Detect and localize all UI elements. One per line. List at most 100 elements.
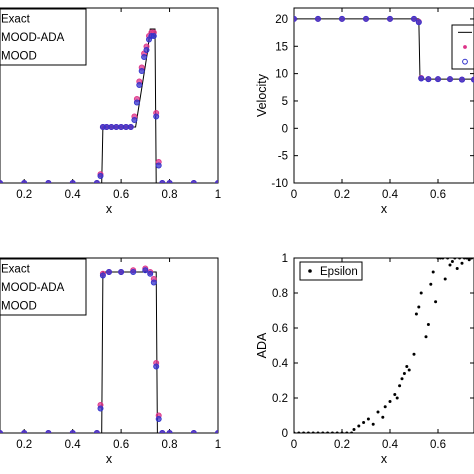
data-point (350, 431, 354, 433)
legend-box (299, 261, 363, 281)
data-point (306, 431, 310, 433)
data-point (410, 15, 417, 22)
data-point (99, 272, 106, 279)
data-point (405, 365, 409, 368)
data-point (425, 76, 432, 83)
data-point (131, 117, 138, 124)
data-point (45, 430, 52, 433)
data-point (69, 430, 76, 433)
data-point (371, 422, 375, 426)
data-point (400, 377, 404, 381)
data-point (398, 384, 402, 388)
plot-area (294, 15, 474, 83)
x-tick-label: 0.2 (16, 439, 32, 451)
data-point (147, 270, 154, 277)
y-tick-label: 5 (282, 96, 288, 108)
data-point (106, 268, 113, 275)
legend-label: MOOD (1, 51, 37, 63)
legend-label: MOOD-ADA (1, 282, 65, 294)
data-point (97, 172, 104, 179)
data-point (294, 15, 297, 22)
data-point (127, 124, 134, 131)
legend: Exact MOOD-ADA MOOD (0, 258, 87, 316)
data-point (0, 430, 3, 433)
data-point (426, 323, 430, 326)
legend-symbol (308, 269, 312, 273)
series-markers-epsilon (294, 258, 474, 433)
data-point (450, 260, 454, 263)
data-point (155, 415, 162, 422)
data-point (294, 431, 296, 433)
data-point (321, 431, 325, 433)
y-tick-label: 0.6 (272, 323, 288, 335)
chart-panel-1: 0.2 0.4 0.6 0.8 1 x Exact MOOD-ADA MOOD (0, 7, 221, 216)
plot-area (0, 28, 218, 183)
y-tick-label: 0.4 (272, 358, 289, 370)
data-point (297, 431, 301, 433)
data-point (136, 82, 143, 89)
data-point (441, 258, 445, 260)
data-point (455, 267, 459, 270)
data-point (133, 99, 140, 106)
data-point (381, 415, 385, 419)
x-tick-label: 0.4 (382, 439, 399, 451)
data-point (69, 180, 76, 183)
legend-box (451, 24, 474, 70)
data-point (326, 431, 330, 433)
data-point (418, 75, 425, 82)
data-point (159, 430, 166, 433)
data-point (460, 261, 464, 265)
data-point (118, 124, 125, 131)
y-tick-label: 10 (275, 69, 288, 81)
y-axis-label: ADA (255, 332, 269, 358)
legend-label: MOOD-ADA (1, 32, 65, 44)
data-point (424, 335, 428, 339)
data-point (383, 405, 387, 409)
legend-box (0, 8, 87, 66)
x-tick-label: 0.6 (430, 439, 446, 451)
data-point (453, 258, 457, 260)
data-point (142, 267, 149, 274)
data-point (362, 15, 369, 22)
data-point (330, 431, 334, 433)
data-point (316, 431, 320, 433)
data-point (153, 113, 160, 120)
x-tick-label: 0.4 (65, 439, 82, 451)
data-point (108, 124, 115, 131)
plot-frame (293, 257, 474, 434)
chart-panel-3: 0.2 0.4 0.6 0.8 1 x Exact MOOD-ADA MOOD (0, 257, 221, 466)
data-point (362, 421, 366, 424)
plot-area (294, 258, 474, 433)
y-tick-label: 0 (282, 428, 288, 440)
y-tick-label: 20 (275, 14, 288, 26)
data-point (314, 15, 321, 22)
data-point (388, 400, 392, 403)
plot-frame (0, 257, 219, 434)
data-point (458, 76, 465, 83)
data-point (412, 352, 416, 356)
x-tick-label: 0.6 (113, 439, 129, 451)
x-tick-label: 0.4 (382, 189, 399, 201)
data-point (21, 180, 28, 183)
x-tick-label: 0 (291, 439, 297, 451)
data-point (166, 430, 173, 433)
x-tick-label: 0.6 (430, 189, 446, 201)
chart-panel-2: 0 0.2 0.4 0.6 -10 -5 0 5 10 15 20 x Velocity (255, 7, 474, 216)
data-point (402, 372, 406, 375)
legend-label: Exact (1, 263, 31, 275)
y-axis-label: Velocity (255, 73, 269, 117)
x-tick-label: 0.2 (16, 189, 32, 201)
data-point (93, 430, 100, 433)
data-point (155, 162, 162, 169)
x-tick-label: 1 (215, 189, 221, 201)
data-point (141, 54, 148, 61)
data-point (393, 393, 397, 396)
series-line-exact (0, 28, 218, 183)
data-point (45, 180, 52, 183)
data-point (366, 417, 370, 421)
data-point (415, 19, 422, 26)
plot-frame (0, 7, 219, 184)
legend: Epsilon (299, 261, 363, 281)
data-point (150, 279, 157, 286)
